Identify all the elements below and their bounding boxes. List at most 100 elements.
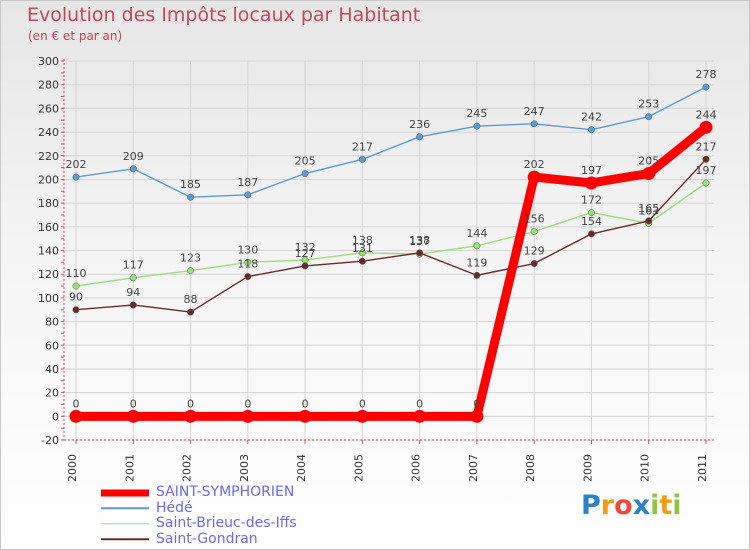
data-point-saint-brieuc-des-iffs xyxy=(72,282,80,290)
data-point-saint-symphorien xyxy=(126,409,140,423)
x-tick-label: 2001 xyxy=(123,454,136,482)
data-label-saint-brieuc-des-iffs: 110 xyxy=(66,267,87,280)
data-label-hede: 185 xyxy=(180,178,201,191)
data-point-saint-gondran xyxy=(72,306,80,314)
data-label-hede: 209 xyxy=(123,150,144,163)
data-label-saint-brieuc-des-iffs: 123 xyxy=(180,252,201,265)
series-line-saint-gondran xyxy=(75,158,707,313)
data-point-saint-symphorien xyxy=(355,409,369,423)
data-point-saint-gondran xyxy=(645,217,653,225)
data-point-hede xyxy=(702,83,710,91)
data-point-saint-gondran xyxy=(588,230,595,238)
legend-swatch-saint-gondran xyxy=(101,538,149,540)
data-label-saint-brieuc-des-iffs: 132 xyxy=(295,241,316,254)
data-label-saint-brieuc-des-iffs: 197 xyxy=(696,164,717,177)
data-label-saint-symphorien: 197 xyxy=(581,164,602,177)
data-label-saint-symphorien: 202 xyxy=(524,158,545,171)
x-tick-label: 2005 xyxy=(352,454,365,482)
data-label-saint-brieuc-des-iffs: 117 xyxy=(123,259,144,272)
x-tick-label: 2008 xyxy=(524,454,537,482)
legend-label-hede: Hédé xyxy=(156,499,193,516)
data-label-saint-gondran: 138 xyxy=(409,234,430,247)
data-point-saint-symphorien xyxy=(241,409,255,423)
data-label-hede: 253 xyxy=(638,98,659,111)
data-point-hede xyxy=(187,193,194,201)
x-tick-label: 2007 xyxy=(467,454,480,482)
y-tick-label: 200 xyxy=(38,173,59,186)
legend-label-saint-brieuc-des-iffs: Saint-Brieuc-des-Iffs xyxy=(156,515,297,531)
data-point-saint-brieuc-des-iffs xyxy=(702,179,710,187)
data-point-hede xyxy=(72,173,80,181)
data-label-hede: 187 xyxy=(237,176,258,189)
x-tick-label: 2010 xyxy=(639,454,652,482)
data-label-saint-brieuc-des-iffs: 156 xyxy=(524,213,545,226)
logo-letter: i xyxy=(672,490,682,521)
data-point-hede xyxy=(301,170,309,177)
data-point-saint-gondran xyxy=(416,249,424,257)
data-label-layer: 202 209 185 187 205 217 236 245 247 242 253 278 110 1… xyxy=(66,68,717,410)
data-label-saint-gondran: 118 xyxy=(237,258,258,271)
data-point-hede xyxy=(416,133,424,141)
data-point-saint-brieuc-des-iffs xyxy=(129,274,137,282)
y-tick-label: 160 xyxy=(38,221,59,234)
data-label-saint-brieuc-des-iffs: 144 xyxy=(466,227,487,240)
x-tick-label: 2003 xyxy=(238,454,251,482)
y-tick-label: 220 xyxy=(38,150,59,163)
data-point-saint-gondran xyxy=(702,155,710,163)
x-tick-label: 2002 xyxy=(181,454,194,482)
y-tick-label: 0 xyxy=(52,410,59,423)
y-tick-label: 260 xyxy=(38,102,59,115)
data-label-saint-symphorien: 0 xyxy=(73,397,80,410)
data-point-saint-gondran xyxy=(129,301,137,309)
data-point-saint-gondran xyxy=(301,262,309,270)
y-tick-label: 180 xyxy=(38,197,59,210)
series-line-hede xyxy=(75,86,707,198)
data-label-saint-gondran: 119 xyxy=(466,256,487,269)
data-point-saint-brieuc-des-iffs xyxy=(187,267,194,275)
legend-label-saint-gondran: Saint-Gondran xyxy=(156,530,258,547)
data-label-saint-gondran: 131 xyxy=(352,242,373,255)
data-point-saint-gondran xyxy=(244,273,252,281)
legend-swatch-hede xyxy=(101,507,149,509)
data-point-saint-gondran xyxy=(358,257,366,265)
data-label-saint-symphorien: 0 xyxy=(187,397,194,410)
data-point-saint-symphorien xyxy=(470,409,484,423)
y-tick-label: 120 xyxy=(38,268,59,281)
logo-letter: t xyxy=(659,490,673,521)
data-point-saint-symphorien xyxy=(298,409,312,423)
data-label-hede: 217 xyxy=(352,140,373,153)
x-tick-label: 2006 xyxy=(410,454,423,482)
data-point-saint-symphorien xyxy=(527,170,541,184)
data-point-saint-gondran xyxy=(473,271,481,279)
logo-letter: r xyxy=(600,490,615,521)
series-layer xyxy=(69,83,713,423)
y-tick-label: 80 xyxy=(45,316,59,329)
data-point-hede xyxy=(358,155,366,163)
series-line-saint-symphorien xyxy=(71,122,711,421)
data-label-saint-symphorien: 0 xyxy=(416,397,423,410)
proxiti-logo: Proxiti xyxy=(581,490,682,521)
x-tick-label: 2004 xyxy=(295,454,308,482)
logo-letter: o xyxy=(614,490,633,521)
data-point-hede xyxy=(473,122,481,130)
data-label-saint-gondran: 90 xyxy=(69,291,83,304)
data-label-hede: 205 xyxy=(295,155,316,168)
data-label-saint-symphorien: 0 xyxy=(130,397,137,410)
data-label-saint-gondran: 127 xyxy=(295,247,316,260)
legend-label-saint-symphorien: SAINT-SYMPHORIEN xyxy=(156,484,295,500)
y-tick-label: 100 xyxy=(38,292,59,305)
axis-layer: -20 0 20 40 60 80 100 120 140 160 180 200 220 240 260 2… xyxy=(38,55,714,482)
y-tick-label: 60 xyxy=(45,339,59,352)
data-label-saint-symphorien: 0 xyxy=(359,397,366,410)
data-point-hede xyxy=(129,165,137,173)
data-label-saint-gondran: 94 xyxy=(126,286,140,299)
series-line-saint-brieuc-des-iffs xyxy=(75,182,707,287)
data-label-saint-brieuc-des-iffs: 163 xyxy=(638,204,659,217)
logo-letter: i xyxy=(650,490,660,521)
data-label-saint-gondran: 88 xyxy=(184,293,198,306)
data-point-saint-brieuc-des-iffs xyxy=(358,249,366,257)
data-point-saint-brieuc-des-iffs xyxy=(473,242,481,250)
y-tick-label: -20 xyxy=(41,434,59,447)
data-label-saint-gondran: 217 xyxy=(696,140,717,153)
